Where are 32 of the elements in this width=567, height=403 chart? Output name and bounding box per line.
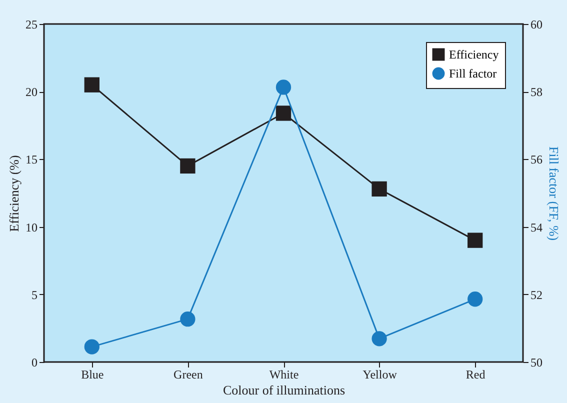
point — [180, 312, 196, 327]
y2-tick-label: 56 — [530, 152, 542, 167]
y2-tick-label: 52 — [530, 288, 542, 302]
y-tick-label: 5 — [32, 288, 38, 302]
x-axis-title: Colour of illuminations — [222, 382, 346, 398]
y-tick-label: 0 — [32, 356, 38, 370]
point — [372, 181, 387, 197]
legend-label: Fill factor — [449, 66, 497, 80]
point — [372, 331, 387, 346]
y-tick-label: 15 — [26, 152, 38, 167]
point — [180, 158, 196, 174]
point — [276, 80, 292, 95]
y-tick-label: 25 — [26, 18, 38, 32]
point — [84, 77, 100, 92]
y-tick-label: 10 — [26, 220, 38, 234]
y-tick-label: 20 — [26, 85, 38, 100]
x-tick-label: Green — [174, 368, 203, 382]
y2-tick-label: 60 — [530, 18, 542, 32]
x-tick-label: Red — [466, 368, 486, 382]
x-tick-label: Yellow — [362, 368, 398, 382]
y2-tick-label: 54 — [530, 220, 542, 234]
point — [468, 232, 483, 248]
point — [468, 292, 483, 307]
x-tick-label: White — [269, 368, 299, 382]
legend-label: Efficiency — [449, 48, 499, 62]
y2-axis-title: Fill factor (FF, %) — [546, 146, 562, 241]
point — [276, 106, 292, 121]
point — [84, 339, 100, 354]
y2-tick-label: 58 — [530, 85, 542, 100]
y2-tick-label: 50 — [530, 356, 542, 370]
x-tick-label: Blue — [81, 368, 104, 382]
y-axis-title: Efficiency (%) — [6, 155, 22, 232]
